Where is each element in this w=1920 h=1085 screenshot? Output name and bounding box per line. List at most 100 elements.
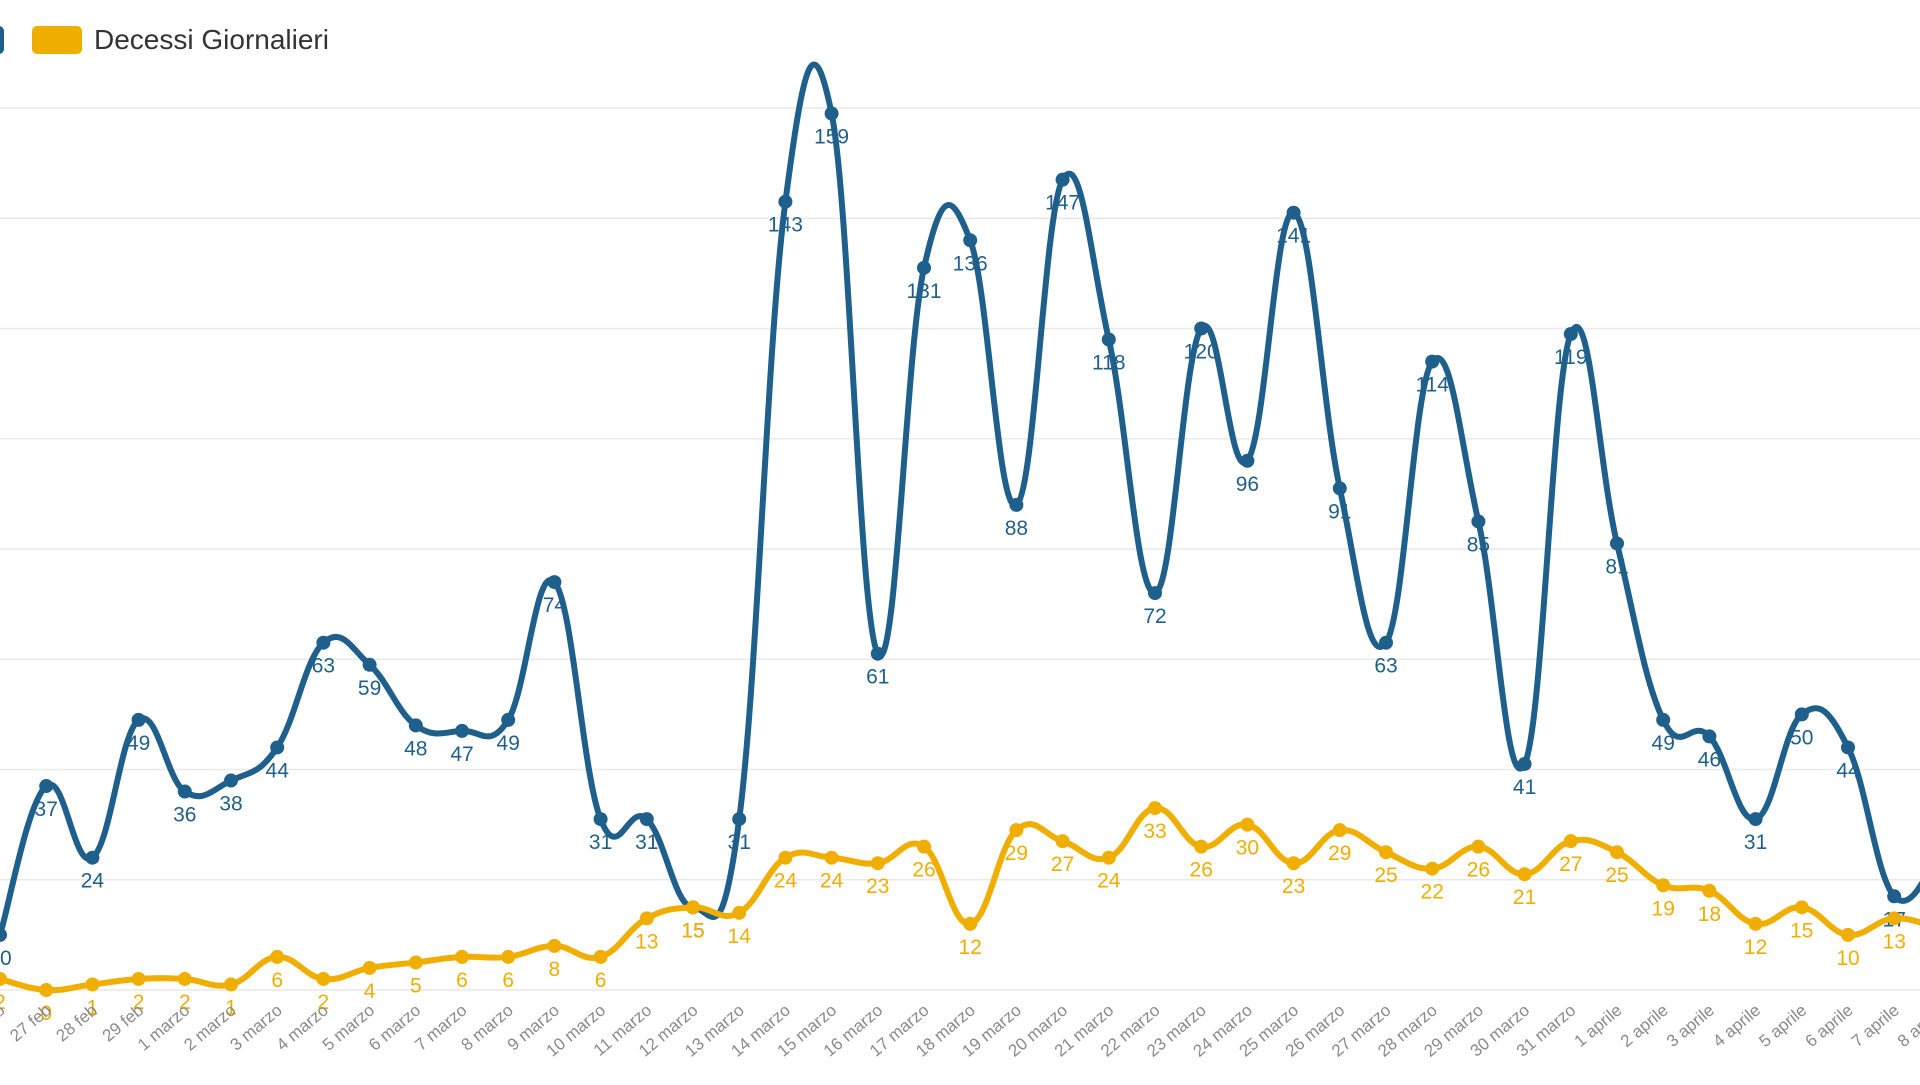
- legend-item-decessi-giornalieri[interactable]: Decessi Giornalieri: [32, 24, 329, 56]
- data-point-decessi-giornalieri[interactable]: [1148, 801, 1162, 816]
- data-point-series-1[interactable]: [1009, 497, 1024, 512]
- data-point-series-1[interactable]: [963, 233, 978, 248]
- data-point-series-1[interactable]: [224, 773, 238, 788]
- data-point-series-1[interactable]: [1794, 707, 1809, 722]
- data-point-decessi-giornalieri[interactable]: [778, 850, 793, 865]
- data-label-series-1: 147: [1045, 192, 1080, 215]
- data-label-decessi-giornalieri: 0: [40, 1002, 52, 1025]
- data-point-series-1[interactable]: [1379, 635, 1393, 650]
- data-point-series-1[interactable]: [1610, 536, 1624, 551]
- data-point-series-1[interactable]: [1148, 586, 1162, 601]
- data-point-series-1[interactable]: [824, 106, 839, 121]
- data-point-series-1[interactable]: [1563, 327, 1578, 342]
- data-point-decessi-giornalieri[interactable]: [1841, 927, 1855, 942]
- data-point-decessi-giornalieri[interactable]: [1286, 856, 1301, 871]
- data-point-decessi-giornalieri[interactable]: [455, 949, 469, 964]
- data-point-series-1[interactable]: [1471, 514, 1486, 529]
- data-point-series-1[interactable]: [455, 723, 469, 738]
- data-point-decessi-giornalieri[interactable]: [1194, 839, 1209, 854]
- data-point-series-1[interactable]: [1286, 205, 1301, 220]
- data-point-series-1[interactable]: [1887, 889, 1902, 904]
- data-point-series-1[interactable]: [778, 194, 793, 209]
- data-point-decessi-giornalieri[interactable]: [1887, 911, 1902, 926]
- data-point-decessi-giornalieri[interactable]: [1517, 867, 1532, 882]
- data-point-decessi-giornalieri[interactable]: [732, 905, 747, 920]
- data-point-decessi-giornalieri[interactable]: [1471, 839, 1486, 854]
- data-point-decessi-giornalieri[interactable]: [824, 850, 839, 865]
- data-point-series-1[interactable]: [0, 927, 7, 942]
- data-point-decessi-giornalieri[interactable]: [408, 955, 423, 970]
- data-point-decessi-giornalieri[interactable]: [316, 971, 331, 986]
- data-point-decessi-giornalieri[interactable]: [177, 971, 192, 986]
- data-point-decessi-giornalieri[interactable]: [1748, 916, 1763, 931]
- data-point-series-1[interactable]: [1748, 812, 1763, 827]
- data-point-series-1[interactable]: [1656, 712, 1671, 727]
- data-point-decessi-giornalieri[interactable]: [1379, 845, 1393, 860]
- data-point-decessi-giornalieri[interactable]: [686, 900, 700, 915]
- data-point-decessi-giornalieri[interactable]: [39, 983, 54, 997]
- data-label-decessi-giornalieri: 6: [502, 969, 514, 992]
- data-point-series-1[interactable]: [316, 635, 331, 650]
- data-point-series-1[interactable]: [270, 740, 285, 755]
- data-point-decessi-giornalieri[interactable]: [1794, 900, 1809, 915]
- legend-swatch-series-1: [0, 26, 4, 54]
- data-label-series-1: 47: [450, 743, 473, 766]
- data-point-decessi-giornalieri[interactable]: [1656, 878, 1671, 893]
- data-label-series-1: 46: [1698, 748, 1721, 771]
- data-point-decessi-giornalieri[interactable]: [870, 856, 885, 871]
- data-point-decessi-giornalieri[interactable]: [362, 960, 377, 975]
- data-point-decessi-giornalieri[interactable]: [1425, 861, 1440, 876]
- data-point-series-1[interactable]: [501, 712, 516, 727]
- data-point-decessi-giornalieri[interactable]: [917, 839, 931, 854]
- data-point-series-1[interactable]: [39, 779, 54, 794]
- data-label-decessi-giornalieri: 29: [1005, 842, 1028, 865]
- data-label-decessi-giornalieri: 30: [1236, 837, 1259, 860]
- data-label-series-1: 141: [1276, 225, 1311, 248]
- data-point-series-1[interactable]: [732, 812, 747, 827]
- data-label-series-1: 85: [1467, 533, 1490, 556]
- data-point-decessi-giornalieri[interactable]: [1610, 845, 1624, 860]
- data-point-decessi-giornalieri[interactable]: [1332, 823, 1347, 838]
- legend-item-series-1[interactable]: [0, 26, 16, 54]
- data-point-series-1[interactable]: [1240, 453, 1255, 468]
- data-label-series-1: 49: [497, 732, 520, 755]
- data-point-decessi-giornalieri[interactable]: [547, 938, 562, 953]
- data-point-series-1[interactable]: [85, 850, 100, 865]
- data-point-series-1[interactable]: [1841, 740, 1855, 755]
- data-point-decessi-giornalieri[interactable]: [0, 971, 7, 986]
- data-point-series-1[interactable]: [1702, 729, 1717, 744]
- data-point-decessi-giornalieri[interactable]: [501, 949, 516, 964]
- data-point-series-1[interactable]: [917, 260, 931, 275]
- data-point-series-1[interactable]: [593, 812, 608, 827]
- data-label-series-1: 49: [1652, 732, 1675, 755]
- data-label-series-1: 119: [1554, 346, 1587, 369]
- data-point-series-1[interactable]: [131, 712, 146, 727]
- data-point-series-1[interactable]: [1101, 332, 1116, 347]
- data-point-series-1[interactable]: [362, 657, 377, 672]
- data-point-series-1[interactable]: [1194, 321, 1209, 336]
- data-point-series-1[interactable]: [1055, 172, 1070, 187]
- data-point-series-1[interactable]: [177, 784, 192, 799]
- data-point-decessi-giornalieri[interactable]: [593, 949, 608, 964]
- data-point-decessi-giornalieri[interactable]: [1563, 834, 1578, 849]
- data-point-decessi-giornalieri[interactable]: [131, 971, 146, 986]
- data-point-series-1[interactable]: [639, 812, 654, 827]
- data-point-series-1[interactable]: [1425, 354, 1440, 369]
- data-point-series-1[interactable]: [1517, 756, 1532, 771]
- data-point-series-1[interactable]: [547, 575, 562, 590]
- data-point-decessi-giornalieri[interactable]: [85, 977, 100, 992]
- data-label-series-1: 38: [219, 793, 242, 816]
- data-point-decessi-giornalieri[interactable]: [1009, 823, 1024, 838]
- data-point-series-1[interactable]: [1332, 481, 1347, 496]
- data-point-decessi-giornalieri[interactable]: [963, 916, 978, 931]
- data-point-decessi-giornalieri[interactable]: [1101, 850, 1116, 865]
- data-point-decessi-giornalieri[interactable]: [1702, 883, 1717, 898]
- data-label-series-1: 15: [681, 919, 704, 942]
- data-point-decessi-giornalieri[interactable]: [270, 949, 285, 964]
- data-point-series-1[interactable]: [408, 718, 423, 733]
- data-point-decessi-giornalieri[interactable]: [224, 977, 238, 992]
- data-point-decessi-giornalieri[interactable]: [1055, 834, 1070, 849]
- data-point-decessi-giornalieri[interactable]: [639, 911, 654, 926]
- data-point-series-1[interactable]: [870, 646, 885, 661]
- data-point-decessi-giornalieri[interactable]: [1240, 817, 1255, 832]
